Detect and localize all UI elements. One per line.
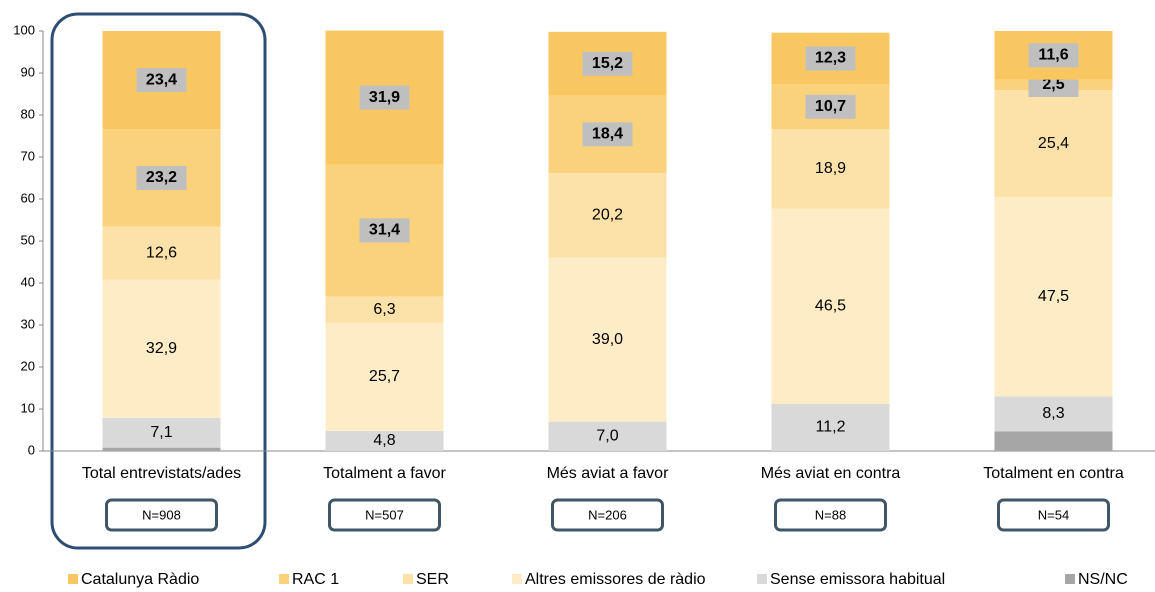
- legend-label: Sense emissora habitual: [770, 571, 945, 588]
- legend-label: Catalunya Ràdio: [81, 571, 199, 588]
- label-box: [582, 51, 633, 76]
- y-tick-label: 20: [21, 358, 35, 373]
- label-box: [582, 122, 633, 147]
- bar-segment: [771, 403, 890, 451]
- data-label: 11,6: [1038, 47, 1068, 64]
- y-tick-label: 70: [21, 148, 35, 163]
- y-tick-label: 40: [21, 274, 35, 289]
- legend-swatch: [68, 574, 78, 584]
- label-box: [136, 68, 187, 93]
- bar-segment: [102, 417, 221, 448]
- data-label: 15,2: [592, 55, 623, 72]
- x-tick-label: Totalment en contra: [983, 465, 1124, 482]
- n-label: N=507: [365, 507, 404, 522]
- data-label: 20,2: [592, 207, 623, 224]
- y-tick-label: 100: [13, 22, 35, 37]
- y-tick-label: 0: [28, 442, 35, 457]
- y-tick-label: 60: [21, 190, 35, 205]
- legend-swatch: [512, 574, 522, 584]
- legend-swatch: [757, 574, 767, 584]
- n-box: [328, 498, 441, 532]
- legend-label: SER: [416, 571, 449, 588]
- data-label: 32,9: [146, 340, 177, 357]
- y-tick-label: 50: [21, 232, 35, 247]
- bar-segment: [325, 296, 444, 323]
- x-tick-label: Més aviat en contra: [761, 465, 901, 482]
- n-box: [105, 498, 218, 532]
- data-label: 18,4: [592, 126, 623, 143]
- data-label: 12,3: [815, 50, 846, 67]
- label-box: [805, 94, 856, 119]
- x-tick-label: Totalment a favor: [323, 465, 446, 482]
- n-box: [774, 498, 887, 532]
- bar-segment: [548, 421, 667, 451]
- legend-swatch: [1065, 574, 1075, 584]
- data-label: 7,1: [150, 424, 172, 441]
- data-label: 8,3: [1042, 405, 1064, 422]
- bar-segment: [102, 279, 221, 418]
- bar-segment: [102, 447, 221, 451]
- data-label: 4,8: [373, 432, 395, 449]
- data-label: 31,4: [369, 222, 400, 239]
- bar-segment: [325, 322, 444, 431]
- data-label: 11,2: [816, 419, 846, 436]
- x-tick-label: Total entrevistats/ades: [82, 465, 241, 482]
- legend-label: Altres emissores de ràdio: [525, 571, 706, 588]
- bar-segment: [994, 431, 1113, 451]
- label-box: [359, 85, 410, 110]
- y-tick-label: 80: [21, 106, 35, 121]
- label-box: [359, 218, 410, 243]
- y-tick-label: 30: [21, 316, 35, 331]
- n-box: [551, 498, 664, 532]
- data-label: 10,7: [815, 98, 846, 115]
- legend-swatch: [279, 574, 289, 584]
- bar-segment: [994, 396, 1113, 432]
- data-label: 18,9: [815, 160, 846, 177]
- label-box: [1028, 43, 1079, 68]
- n-label: N=88: [815, 507, 846, 522]
- data-label: 31,9: [369, 89, 400, 106]
- data-label: 23,4: [146, 71, 177, 88]
- n-label: N=908: [142, 507, 181, 522]
- legend-swatch: [403, 574, 413, 584]
- legend-label: RAC 1: [292, 571, 339, 588]
- bar-segment: [548, 257, 667, 422]
- data-label: 6,3: [373, 301, 395, 318]
- data-label: 7,0: [596, 428, 618, 445]
- bar-segment: [325, 430, 444, 451]
- data-label: 25,4: [1038, 135, 1069, 152]
- bar-segment: [771, 208, 890, 404]
- legend-label: NS/NC: [1078, 571, 1128, 588]
- bar-segment: [771, 129, 890, 209]
- n-box: [997, 498, 1110, 532]
- n-label: N=54: [1038, 507, 1069, 522]
- data-label: 2,5: [1042, 76, 1064, 93]
- data-label: 39,0: [592, 331, 623, 348]
- label-box: [136, 166, 187, 190]
- n-label: N=206: [588, 507, 627, 522]
- data-label: 25,7: [369, 368, 400, 385]
- data-label: 46,5: [815, 298, 846, 315]
- data-label: 12,6: [146, 244, 177, 261]
- bar-segment: [102, 226, 221, 280]
- data-label: 23,2: [146, 169, 177, 186]
- data-label: 47,5: [1038, 288, 1069, 305]
- highlight-frame: [50, 12, 267, 550]
- label-box: [805, 46, 856, 71]
- x-tick-label: Més aviat a favor: [547, 465, 670, 482]
- y-tick-label: 10: [21, 400, 35, 415]
- bar-segment: [548, 172, 667, 258]
- bar-segment: [994, 196, 1113, 397]
- bar-segment: [994, 90, 1113, 197]
- y-tick-label: 90: [21, 64, 35, 79]
